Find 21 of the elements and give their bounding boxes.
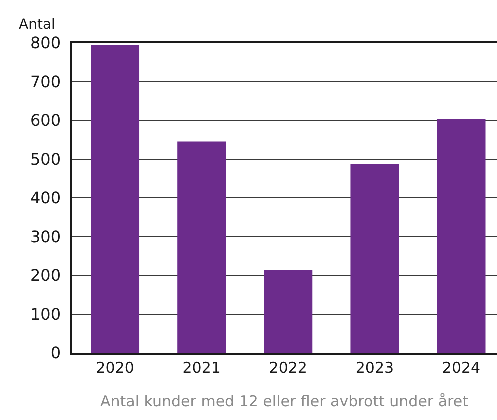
y-tick-label: 500 [30,150,62,169]
y-tick-label: 700 [30,72,62,92]
bar [264,270,313,353]
x-axis-title: Antal kunder med 12 eller fler avbrott under året [100,392,469,410]
x-tick-label: 2021 [182,358,221,377]
x-tick-label: 2024 [442,358,481,377]
bar [91,44,140,353]
x-tick-label: 2023 [356,358,394,377]
bar [437,119,486,353]
y-tick-label: 0 [50,344,62,363]
y-tick-label: 600 [30,111,62,130]
bar [178,142,226,353]
y-axis-title: Antal [19,17,56,33]
y-tick-label: 400 [30,188,62,208]
bar [350,164,400,353]
x-tick-label: 2020 [96,358,134,377]
y-tick-label: 100 [30,304,62,324]
y-tick-label: 800 [30,34,62,53]
y-tick-label: 200 [30,266,62,286]
y-tick-label: 300 [30,227,62,246]
x-tick-label: 2022 [269,358,308,377]
